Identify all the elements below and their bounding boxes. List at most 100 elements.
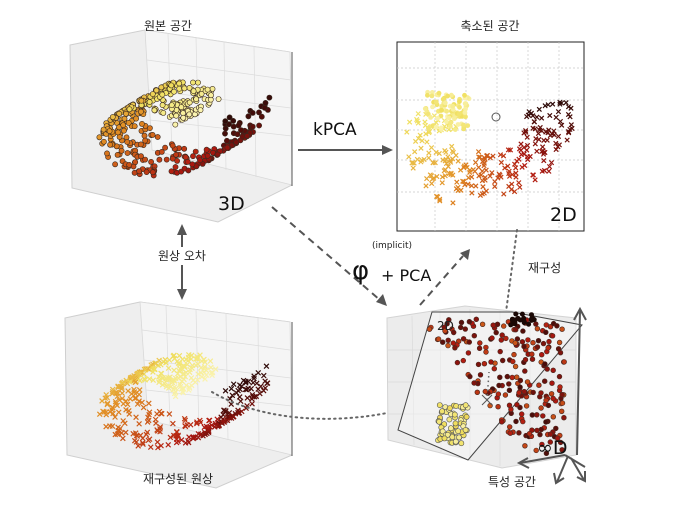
scatter-point bbox=[548, 391, 555, 397]
scatter-cross bbox=[109, 388, 116, 395]
scatter-cross bbox=[437, 198, 443, 204]
scatter-cross bbox=[171, 352, 177, 359]
scatter-cross bbox=[142, 377, 148, 383]
reconstruction-label: 재구성 bbox=[528, 261, 561, 275]
scatter-point bbox=[438, 125, 444, 131]
scatter-cross bbox=[175, 433, 181, 440]
scatter-point bbox=[479, 321, 486, 327]
scatter-point bbox=[534, 326, 541, 332]
scatter-cross bbox=[133, 439, 140, 445]
scatter-point bbox=[483, 349, 489, 355]
scatter-point bbox=[198, 91, 205, 97]
scatter-cross bbox=[165, 442, 172, 448]
scatter-point bbox=[445, 337, 451, 343]
scatter-cross bbox=[181, 363, 188, 370]
scatter-cross bbox=[153, 360, 159, 366]
scatter-cross bbox=[557, 118, 564, 125]
scatter-point bbox=[488, 359, 494, 365]
scatter-point bbox=[181, 145, 188, 152]
scatter-point bbox=[476, 345, 483, 351]
scatter-cross bbox=[185, 387, 192, 393]
scatter-point bbox=[534, 344, 541, 350]
scatter-cross bbox=[442, 173, 448, 179]
scatter-point bbox=[426, 326, 433, 332]
preimage-error-label: 원상 오차 bbox=[158, 249, 206, 263]
scatter-point bbox=[520, 328, 526, 334]
scatter-point bbox=[452, 116, 457, 122]
scatter-point bbox=[559, 447, 565, 453]
scatter-cross bbox=[567, 126, 573, 133]
scatter-point bbox=[533, 321, 539, 327]
scatter-cross bbox=[524, 134, 530, 140]
scatter-cross bbox=[236, 394, 243, 400]
scatter-cross bbox=[136, 391, 142, 398]
scatter-point bbox=[458, 324, 464, 331]
scatter-point bbox=[186, 111, 193, 118]
scatter-point bbox=[124, 139, 131, 145]
scatter-cross bbox=[417, 132, 423, 138]
scatter-point bbox=[262, 100, 269, 106]
scatter-cross bbox=[228, 385, 235, 392]
scatter-point bbox=[215, 96, 222, 102]
scatter-cross bbox=[441, 168, 447, 174]
scatter-point bbox=[547, 439, 553, 445]
scatter-cross bbox=[152, 366, 158, 373]
scatter-cross bbox=[476, 173, 482, 179]
scatter-point bbox=[514, 402, 520, 408]
scatter-cross bbox=[213, 422, 219, 429]
scatter-point bbox=[195, 79, 201, 86]
scatter-cross bbox=[445, 163, 451, 170]
scatter-point bbox=[189, 161, 196, 168]
scatter-point bbox=[143, 169, 150, 175]
scatter-cross bbox=[237, 398, 244, 405]
scatter-cross bbox=[237, 386, 243, 393]
scatter-point bbox=[222, 130, 228, 137]
scatter-cross bbox=[185, 438, 191, 444]
scatter-point bbox=[444, 119, 449, 125]
scatter-cross bbox=[174, 358, 181, 364]
scatter-point bbox=[444, 108, 450, 114]
scatter-cross bbox=[104, 400, 111, 407]
kpca-label: kPCA bbox=[313, 120, 357, 140]
scatter-cross bbox=[103, 423, 109, 430]
scatter-point bbox=[543, 450, 550, 456]
scatter-point bbox=[545, 345, 551, 351]
scatter-point bbox=[154, 134, 161, 140]
scatter-point bbox=[540, 413, 546, 419]
scatter-point bbox=[529, 356, 536, 362]
scatter-point bbox=[539, 441, 545, 448]
scatter-point bbox=[512, 363, 519, 370]
scatter-cross bbox=[530, 113, 536, 119]
projected-point-marker bbox=[491, 112, 501, 122]
scatter-cross bbox=[423, 131, 429, 137]
scatter-cross bbox=[568, 122, 574, 128]
scatter-point bbox=[522, 357, 529, 363]
scatter-point bbox=[538, 405, 544, 411]
reduced-space-plot bbox=[396, 41, 585, 232]
scatter-cross bbox=[445, 154, 451, 160]
scatter-point bbox=[436, 402, 443, 408]
scatter-cross bbox=[123, 407, 129, 413]
scatter-point bbox=[458, 440, 465, 447]
scatter-point bbox=[172, 164, 179, 170]
scatter-point bbox=[182, 154, 189, 161]
scatter-cross bbox=[507, 147, 514, 153]
scatter-point bbox=[541, 378, 548, 384]
scatter-point bbox=[452, 345, 458, 351]
scatter-point bbox=[465, 123, 471, 128]
scatter-point bbox=[162, 144, 168, 151]
scatter-point bbox=[197, 107, 204, 113]
scatter-cross bbox=[144, 429, 151, 436]
scatter-point bbox=[506, 387, 513, 393]
scatter-point bbox=[511, 351, 517, 358]
scatter-cross bbox=[477, 154, 483, 160]
scatter-cross bbox=[150, 377, 157, 384]
scatter-point bbox=[533, 447, 539, 454]
scatter-point bbox=[435, 115, 440, 121]
scatter-cross bbox=[427, 172, 433, 178]
scatter-cross bbox=[203, 372, 210, 378]
scatter-cross bbox=[165, 365, 172, 371]
scatter-cross bbox=[419, 138, 425, 144]
scatter-cross bbox=[505, 163, 511, 169]
scatter-point bbox=[203, 146, 210, 153]
